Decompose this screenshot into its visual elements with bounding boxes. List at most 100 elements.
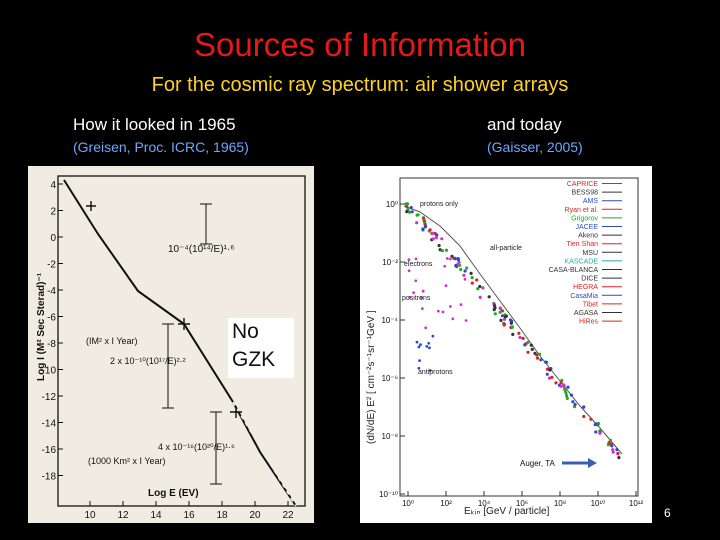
y-tick-label: -16 <box>42 445 57 456</box>
data-point <box>440 237 444 241</box>
slide-title: Sources of Information <box>194 26 526 63</box>
y-tick-label: -4 <box>47 286 56 297</box>
data-point <box>616 452 620 456</box>
data-point <box>500 314 505 318</box>
data-point <box>444 284 448 288</box>
data-point <box>431 237 435 241</box>
label-all-particle: all-particle <box>490 245 522 252</box>
data-point <box>594 422 598 426</box>
data-point <box>526 340 530 344</box>
greisen-plot-svg: 420-2-4-6-8-10-12-14-16-18 10 12 14 16 18 20 2… <box>36 175 306 521</box>
legend-entry: CasaMia <box>570 293 598 300</box>
data-point <box>607 441 611 445</box>
x-tick-label: 10⁸ <box>554 499 566 508</box>
data-point <box>547 376 552 380</box>
data-point <box>545 372 549 376</box>
legend-entry: BESS98 <box>572 190 599 197</box>
auger-ta-arrowhead <box>588 458 597 468</box>
data-point <box>427 341 431 345</box>
data-point <box>464 319 468 322</box>
legend-entry: AMS <box>583 198 599 205</box>
plot-frame <box>399 177 639 497</box>
data-point <box>615 448 619 452</box>
data-cross <box>86 201 96 211</box>
data-point <box>417 345 421 349</box>
data-point <box>425 345 429 348</box>
no-gzk-callout: No GZK <box>228 318 294 378</box>
data-point <box>565 396 569 400</box>
data-point <box>419 343 422 347</box>
x-tick-label: 22 <box>282 510 294 521</box>
x-tick-label: 10² <box>440 499 452 508</box>
data-point <box>566 385 570 389</box>
data-point <box>509 321 513 325</box>
data-point <box>611 448 615 452</box>
data-point-cloud <box>404 202 621 460</box>
callout-line-2: GZK <box>232 348 276 371</box>
data-point <box>569 393 573 397</box>
data-cross <box>178 318 190 330</box>
data-point <box>493 304 497 308</box>
data-point <box>597 421 601 426</box>
data-point <box>470 276 474 280</box>
data-point <box>548 368 552 372</box>
data-point <box>498 306 502 310</box>
data-point <box>444 248 449 252</box>
x-tick-label: 12 <box>117 510 129 521</box>
data-point <box>418 359 421 362</box>
error-bar <box>210 411 222 485</box>
legend-entry: HEGRA <box>573 284 598 291</box>
data-point <box>481 286 485 290</box>
slide-subtitle: For the cosmic ray spectrum: air shower … <box>151 74 569 96</box>
data-point <box>463 269 467 273</box>
y-tick-label: -2 <box>47 260 56 271</box>
legend-entry: MSU <box>582 250 598 257</box>
y-tick-label: 2 <box>50 207 56 218</box>
y-tick-label: 10⁰ <box>386 200 398 209</box>
error-bar <box>200 203 212 245</box>
data-point <box>611 450 615 454</box>
data-point <box>457 263 460 266</box>
data-point <box>475 278 479 282</box>
right-figure-label: and today <box>487 115 562 134</box>
data-point <box>463 277 467 281</box>
y-tick-label: -6 <box>47 313 56 324</box>
annotation-power-law-1: 10⁻⁴(10¹⁴/E)¹·⁶ <box>168 244 234 255</box>
data-point <box>428 346 431 350</box>
data-point <box>421 228 425 232</box>
label-auger-ta: Auger, TA <box>520 459 556 468</box>
data-point <box>493 312 497 316</box>
annotation-power-law-2: 2 x 10⁻¹⁰(10¹⁷/E)²·² <box>110 356 186 366</box>
data-point <box>526 350 530 354</box>
data-point <box>476 287 480 291</box>
data-point <box>503 315 508 319</box>
data-point <box>407 269 411 273</box>
data-point <box>437 243 441 248</box>
annotation-exposure-1: (IM² x I Year) <box>86 336 138 346</box>
x-axis-label: Log E (EV) <box>148 488 199 499</box>
data-point <box>573 402 577 407</box>
data-point <box>416 213 420 217</box>
data-point <box>498 310 502 314</box>
x-tick-labels: 10⁰ 10² 10⁴ 10⁶ 10⁸ 10¹⁰ 10¹² <box>402 491 643 508</box>
all-particle-line <box>403 205 623 455</box>
data-point <box>571 400 575 404</box>
data-point <box>421 307 424 310</box>
legend-entry: DICE <box>581 276 598 283</box>
data-point <box>530 347 534 351</box>
data-point <box>451 317 455 321</box>
x-tick-labels: 10 12 14 16 18 20 22 <box>84 501 294 521</box>
data-point <box>457 260 461 264</box>
y-tick-label: -18 <box>42 472 57 483</box>
data-point <box>440 249 444 253</box>
data-point <box>445 257 449 260</box>
y-tick-label: -14 <box>42 419 57 430</box>
data-point <box>420 296 423 299</box>
legend-entry: JACEE <box>575 224 598 231</box>
data-point <box>405 210 409 214</box>
x-tick-label: 16 <box>183 510 195 521</box>
y-tick-labels: 4 2 0 -2 -4 -6 -8 -10 -12 -14 -16 -18 <box>42 180 63 483</box>
data-point <box>404 202 408 206</box>
x-tick-label: 14 <box>150 510 162 521</box>
data-point <box>428 228 432 232</box>
